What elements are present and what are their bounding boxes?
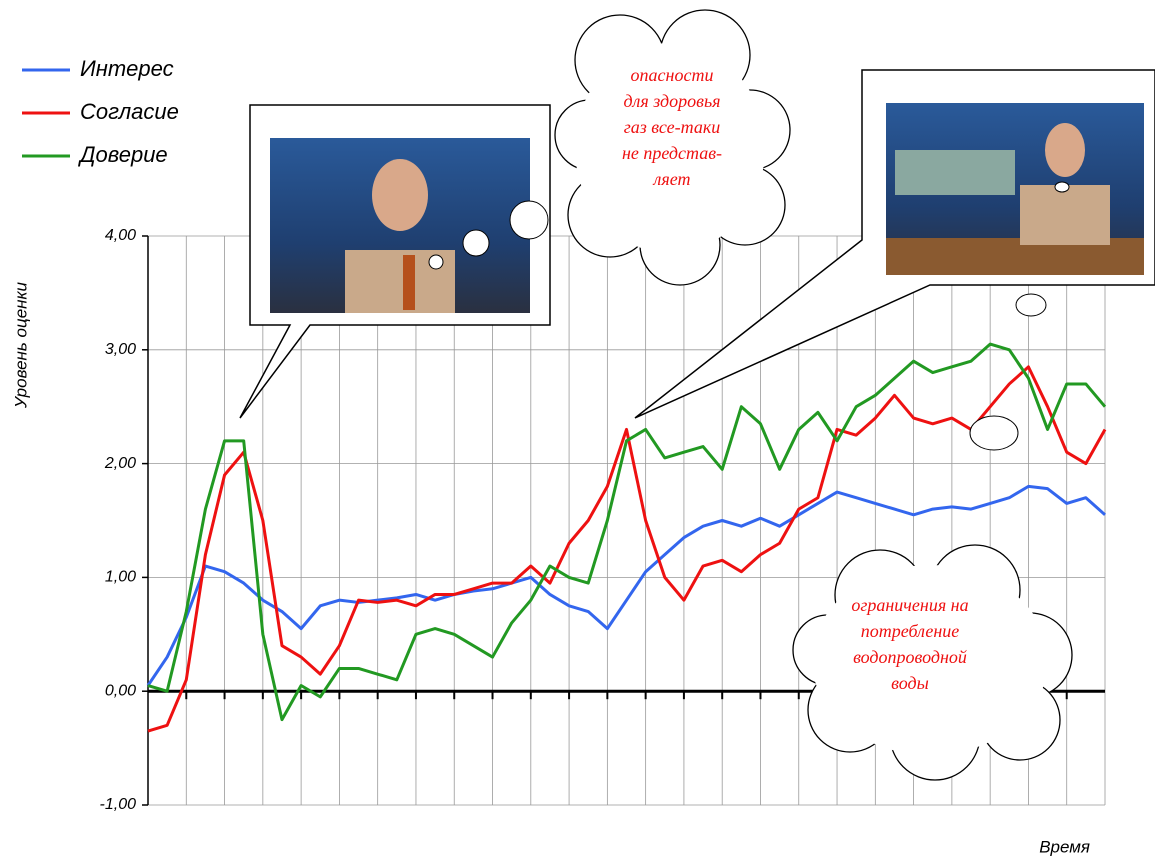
annotation-line: опасности: [631, 65, 714, 85]
legend-label: Согласие: [80, 99, 179, 124]
annotation: опасности для здоровья газ все-таки не пред…: [622, 65, 722, 189]
series-line: [147, 365, 1107, 733]
series-lines: [146, 342, 1107, 733]
thought-cloud-1: [554, 9, 791, 286]
annotation-line: водопроводной: [853, 647, 967, 667]
annotation-line: потребление: [861, 621, 960, 641]
y-tick-label: 3,00: [105, 341, 136, 358]
callout-photo-2: [634, 69, 1155, 451]
annotation-line: ляет: [653, 169, 691, 189]
y-tick-label: 1,00: [105, 569, 136, 586]
legend: Интерес Согласие Доверие: [22, 56, 179, 167]
y-tick-label: 4,00: [105, 227, 136, 244]
legend-label: Интерес: [80, 56, 174, 81]
legend-label: Доверие: [77, 142, 168, 167]
annotation-line: ограничения на: [851, 595, 968, 615]
annotation: ограничения на потребление водопроводной во…: [851, 595, 968, 693]
callout-photo-1: [239, 104, 551, 419]
x-axis-label: Время: [1039, 837, 1090, 856]
y-tick-label: 2,00: [104, 455, 136, 472]
thought-cloud-2: [792, 544, 1073, 781]
annotation-line: для здоровья: [623, 91, 720, 111]
annotation-line: газ все-таки: [624, 117, 721, 137]
y-axis-label: Уровень оценки: [11, 281, 30, 409]
annotation-line: воды: [891, 673, 929, 693]
annotation-line: не представ-: [622, 143, 722, 163]
series-line: [146, 484, 1106, 687]
series-line: [147, 342, 1107, 722]
y-tick-label: 0,00: [105, 682, 136, 699]
y-tick-label: -1,00: [100, 796, 137, 813]
